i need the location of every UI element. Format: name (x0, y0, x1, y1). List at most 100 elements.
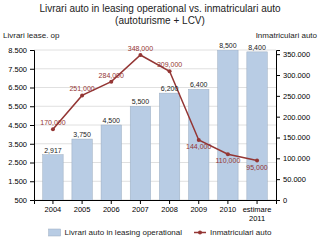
data-label: 251,000 (69, 85, 94, 92)
legend-marker (198, 231, 202, 235)
marker (168, 69, 172, 73)
marker (197, 138, 201, 142)
tick: 200.000 (276, 113, 310, 122)
legend-item: Inmatriculari auto (194, 228, 272, 237)
tick-label: 2009 (190, 205, 207, 214)
tick-mark (169, 200, 170, 204)
tick-label: 2.500 (8, 158, 27, 167)
grid-line (34, 181, 276, 182)
grid-line (34, 143, 276, 144)
tick: 2007 (132, 200, 149, 214)
grid-line (34, 125, 276, 126)
bar-series (43, 50, 268, 200)
tick-label: 2005 (74, 205, 91, 214)
axis-line (277, 51, 281, 201)
tick-mark (276, 138, 280, 139)
y2-axis: 050.000100.000150.000200.000250.000300.0… (276, 50, 310, 205)
tick: 250.000 (276, 92, 310, 101)
tick-label: 2010 (220, 205, 237, 214)
axis-line (35, 201, 277, 205)
tick: 150.000 (276, 133, 310, 142)
data-label: 6,400 (190, 81, 208, 88)
tick-label: 100.000 (283, 154, 310, 163)
tick: 2008 (161, 200, 178, 214)
chart-container: Livrari auto in leasing operational vs. … (0, 0, 320, 240)
grid (34, 50, 276, 200)
tick: 5.500 (8, 102, 34, 111)
tick: 2009 (190, 200, 207, 214)
tick-label: 500 (14, 196, 27, 205)
tick-label: 150.000 (283, 133, 310, 142)
tick-mark (276, 54, 280, 55)
data-label: 5,500 (132, 98, 150, 105)
tick-label: 2007 (132, 205, 149, 214)
tick-label: 2004 (45, 205, 62, 214)
tick: 2005 (74, 200, 91, 214)
tick-label: 8.500 (8, 46, 27, 55)
data-label: 95,000 (246, 164, 268, 171)
title: Livrari auto in leasing operational vs. … (39, 3, 281, 26)
tick-mark (140, 200, 141, 204)
tick-mark (276, 158, 280, 159)
chart: Livrari auto in leasing operational vs. … (0, 0, 320, 240)
data-label: 8,500 (219, 42, 237, 49)
y-axis: 5001.5002.5003.5004.5005.5006.5007.5008.… (8, 46, 34, 205)
tick-mark (52, 200, 53, 204)
tick-mark (276, 75, 280, 76)
tick: 2004 (45, 200, 62, 214)
tick-mark (111, 200, 112, 204)
marker (109, 80, 113, 84)
tick-label: 2008 (161, 205, 178, 214)
tick-label: 1.500 (8, 177, 27, 186)
tick-mark (257, 200, 258, 204)
marker (138, 53, 142, 57)
tick-label: estimare2011 (243, 205, 272, 222)
bar (101, 125, 121, 200)
x-axis: 2004 2005 2006 2007 2008 2009 2010 estimare2011 (35, 200, 277, 223)
axis-line (30, 51, 35, 201)
tick-mark (30, 163, 34, 164)
data-label: 110,000 (215, 157, 240, 164)
data-label: 6,200 (161, 85, 179, 92)
y-axis-title: Livrari lease. op (3, 31, 60, 40)
tick-label: 7.500 (8, 65, 27, 74)
plot: 2,9173,7504,5005,5006,2006,4008,5008,400… (8, 42, 310, 223)
tick: 500 (14, 196, 34, 205)
y2-axis-title: Inmatriculari auto (256, 31, 318, 40)
tick: 2006 (103, 200, 120, 214)
marker (255, 158, 259, 162)
tick-mark (30, 106, 34, 107)
tick: 7.500 (8, 65, 34, 74)
line (53, 55, 257, 160)
tick: 300.000 (276, 71, 310, 80)
grid-line (34, 106, 276, 107)
legend-label: Inmatriculari auto (210, 228, 272, 237)
data-label: 348,000 (128, 45, 153, 52)
legend: Livrari auto in leasing operationalInmat… (49, 228, 272, 237)
data-label: 284,000 (99, 72, 124, 79)
tick-label: 6.500 (8, 83, 27, 92)
tick-mark (30, 88, 34, 89)
tick-mark (198, 200, 199, 204)
tick-label-line: 2011 (249, 214, 265, 223)
data-label: 4,500 (102, 117, 120, 124)
bar (43, 155, 63, 200)
tick-mark (30, 50, 34, 51)
tick-mark (276, 179, 280, 180)
tick-mark (227, 200, 228, 204)
tick-mark (82, 200, 83, 204)
tick-label: 200.000 (283, 113, 310, 122)
marker (51, 127, 55, 131)
tick: estimare2011 (243, 200, 272, 223)
data-label: 170,000 (40, 119, 65, 126)
data-label: 2,917 (44, 147, 62, 154)
grid-line (34, 68, 276, 69)
tick: 350.000 (276, 50, 310, 59)
data-label: 8,400 (248, 44, 266, 51)
tick-mark (30, 200, 34, 201)
tick-mark (30, 181, 34, 182)
tick-label: 50.000 (283, 175, 306, 184)
tick-mark (276, 117, 280, 118)
tick: 100.000 (276, 154, 310, 163)
tick: 2010 (220, 200, 237, 214)
